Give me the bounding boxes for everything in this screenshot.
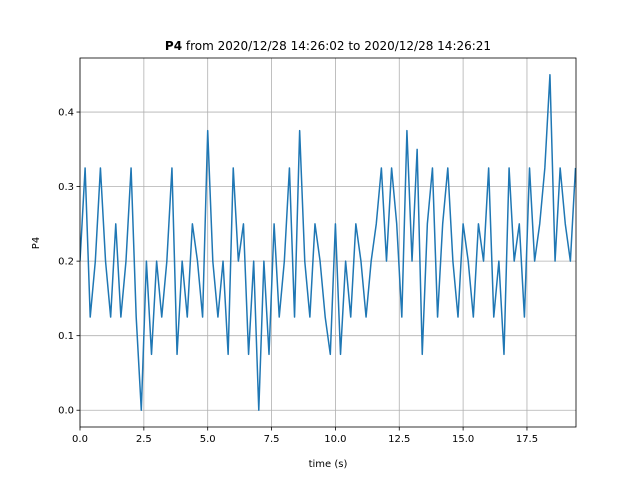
x-tick-label: 10.0 bbox=[324, 434, 346, 445]
x-tick-label: 7.5 bbox=[264, 434, 280, 445]
y-tick-label: 0.2 bbox=[58, 257, 74, 268]
y-tick-label: 0.0 bbox=[58, 406, 74, 417]
x-tick-label: 0.0 bbox=[72, 434, 88, 445]
y-tick-label: 0.1 bbox=[58, 331, 74, 342]
x-tick-label: 5.0 bbox=[200, 434, 216, 445]
x-tick-label: 2.5 bbox=[136, 434, 152, 445]
y-tick-label: 0.3 bbox=[58, 182, 74, 193]
y-tick-label: 0.4 bbox=[58, 108, 74, 119]
x-axis-label: time (s) bbox=[309, 459, 348, 470]
title-name: P4 bbox=[165, 39, 182, 53]
x-tick-label: 15.0 bbox=[452, 434, 474, 445]
y-axis-label: P4 bbox=[31, 237, 42, 249]
chart-title: P4 from 2020/12/28 14:26:02 to 2020/12/2… bbox=[165, 39, 491, 53]
plot-frame bbox=[79, 57, 577, 428]
x-tick-label: 17.5 bbox=[516, 434, 538, 445]
x-tick-label: 12.5 bbox=[388, 434, 410, 445]
title-range: from 2020/12/28 14:26:02 to 2020/12/28 1… bbox=[186, 39, 491, 53]
data-line bbox=[80, 74, 576, 411]
